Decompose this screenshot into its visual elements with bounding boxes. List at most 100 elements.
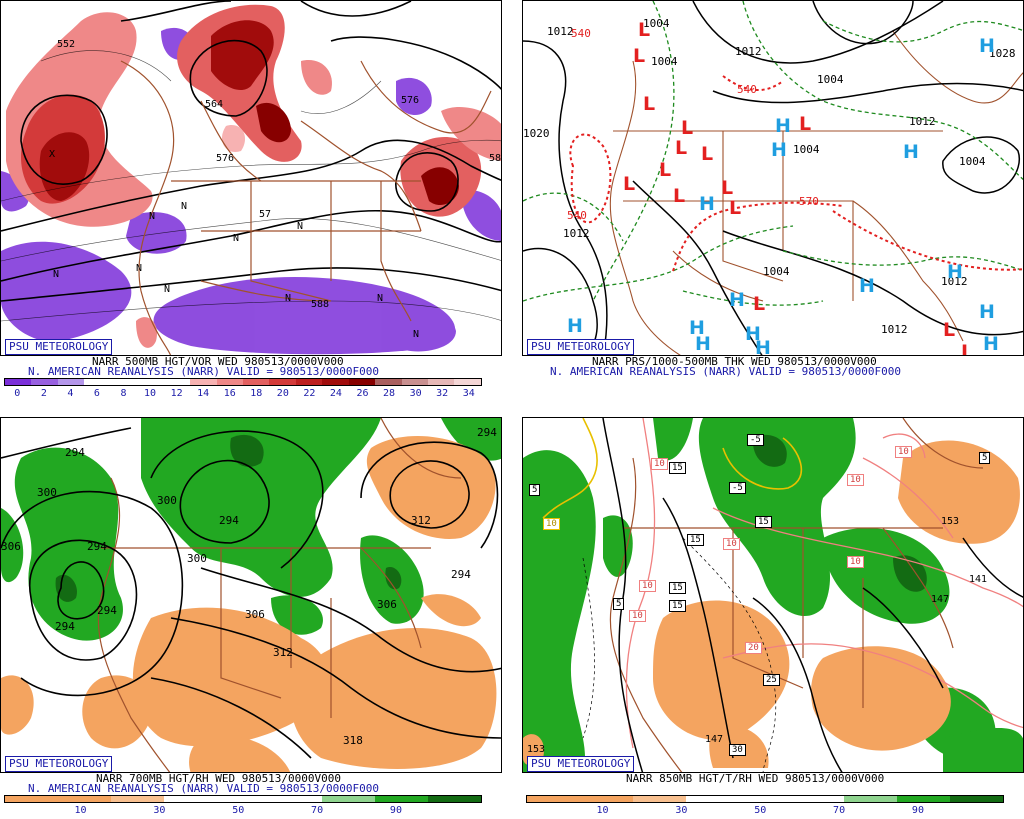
colorbar-tick-label: 10 bbox=[74, 805, 87, 816]
temp-box: 25 bbox=[763, 674, 780, 686]
colorbar-tick-label: 70 bbox=[311, 805, 324, 816]
contour-label: 312 bbox=[273, 646, 293, 659]
thickness-label: 540 bbox=[567, 209, 587, 222]
high-pressure-center: H bbox=[567, 315, 583, 337]
colorbar-tick-label: 16 bbox=[223, 388, 236, 399]
high-pressure-center: H bbox=[745, 323, 761, 345]
high-pressure-center: H bbox=[947, 261, 963, 283]
colorbar-swatch bbox=[137, 379, 164, 385]
contour-label: 576 bbox=[401, 95, 420, 106]
colorbar-tick-label: 50 bbox=[754, 805, 767, 816]
panel-850mb-temp-rh: 5 -5 -5 5 10 15 15 15 10 5 15 15 10 10 2… bbox=[522, 417, 1024, 819]
colorbar-swatch bbox=[190, 379, 217, 385]
colorbar-swatch bbox=[5, 379, 32, 385]
high-pressure-center: H bbox=[859, 275, 875, 297]
colorbar-swatch bbox=[110, 379, 138, 385]
vort-min-marker: N bbox=[377, 293, 384, 304]
isobar-label: 1020 bbox=[523, 127, 550, 140]
map-subtitle: N. AMERICAN REANALYSIS (NARR) VALID = 98… bbox=[550, 365, 901, 378]
vort-min-marker: N bbox=[233, 233, 240, 244]
colorbar-swatch bbox=[57, 379, 85, 385]
colorbar-swatch bbox=[579, 796, 633, 802]
vort-min-marker: N bbox=[297, 221, 304, 232]
low-pressure-center: L bbox=[623, 173, 636, 195]
colorbar-swatch bbox=[5, 796, 58, 802]
high-pressure-center: H bbox=[729, 289, 745, 311]
psu-meteorology-badge: PSU METEOROLOGY bbox=[527, 339, 635, 355]
temp-box: 10 bbox=[895, 446, 912, 458]
low-pressure-center: L bbox=[675, 137, 688, 159]
vort-min-marker: N bbox=[53, 269, 60, 280]
vort-min-marker: N bbox=[181, 201, 188, 212]
colorbar-swatch bbox=[216, 379, 243, 385]
high-pressure-center: H bbox=[903, 141, 919, 163]
height-label: 153 bbox=[941, 516, 960, 527]
colorbar-swatch bbox=[454, 379, 481, 385]
map-subtitle: N. AMERICAN REANALYSIS (NARR) VALID = 98… bbox=[28, 782, 379, 795]
vorticity-colorbar bbox=[4, 378, 482, 386]
contour-label: 564 bbox=[205, 99, 224, 110]
contour-label: 294 bbox=[477, 426, 497, 439]
thickness-label: 540 bbox=[737, 83, 757, 96]
high-pressure-center: H bbox=[775, 115, 791, 137]
colorbar-swatch bbox=[348, 379, 376, 385]
colorbar-swatch bbox=[428, 379, 455, 385]
colorbar-tick-label: 28 bbox=[383, 388, 396, 399]
low-pressure-center: L bbox=[753, 293, 766, 315]
temp-box: 10 bbox=[847, 556, 864, 568]
colorbar-tick-label: 30 bbox=[409, 388, 422, 399]
high-pressure-center: H bbox=[689, 317, 705, 339]
colorbar-tick-label: 30 bbox=[675, 805, 688, 816]
colorbar-tick-label: 24 bbox=[329, 388, 342, 399]
colorbar-swatch bbox=[31, 379, 58, 385]
colorbar-tick-label: 4 bbox=[67, 388, 74, 399]
panel-500mb-vorticity: 552 564 576 576 588 57 58 N N N N N N N … bbox=[0, 0, 502, 402]
colorbar-swatch bbox=[791, 796, 845, 802]
contour-label: 552 bbox=[57, 39, 76, 50]
isobar-label: 1004 bbox=[651, 55, 678, 68]
low-pressure-center: L bbox=[659, 159, 672, 181]
vorticity-field bbox=[1, 1, 501, 355]
high-pressure-center: H bbox=[695, 333, 711, 355]
colorbar-tick-label: 34 bbox=[462, 388, 475, 399]
map-title: NARR PRS/1000-500MB THK WED 980513/0000V… bbox=[592, 355, 877, 368]
height-label: 147 bbox=[931, 594, 950, 605]
map-500mb-vorticity: 552 564 576 576 588 57 58 N N N N N N N … bbox=[0, 0, 502, 356]
colorbar-swatch bbox=[216, 796, 270, 802]
colorbar-swatch bbox=[242, 379, 270, 385]
colorbar-swatch bbox=[322, 379, 349, 385]
isobar-label: 1028 bbox=[989, 47, 1016, 60]
colorbar-tick-label: 90 bbox=[389, 805, 402, 816]
high-pressure-center: H bbox=[699, 193, 715, 215]
isobar-label: 1004 bbox=[763, 265, 790, 278]
thickness-label: 570 bbox=[799, 195, 819, 208]
map-700mb-rh: 294 300 300 294 306 306 312 312 300 306 … bbox=[0, 417, 502, 773]
contour-label: 306 bbox=[1, 540, 21, 553]
colorbar-swatch bbox=[428, 796, 482, 802]
colorbar-tick-label: 6 bbox=[93, 388, 100, 399]
contour-label: 300 bbox=[187, 552, 207, 565]
panel-700mb-rh: 294 300 300 294 306 306 312 312 300 306 … bbox=[0, 417, 502, 819]
high-pressure-center: H bbox=[755, 337, 771, 356]
low-pressure-center: L bbox=[638, 19, 651, 41]
temp-box: 15 bbox=[687, 534, 704, 546]
vort-min-marker: N bbox=[136, 263, 143, 274]
psu-meteorology-badge: PSU METEOROLOGY bbox=[527, 756, 635, 772]
map-subtitle: N. AMERICAN REANALYSIS (NARR) VALID = 98… bbox=[28, 365, 379, 378]
colorbar-tick-label: 50 bbox=[232, 805, 245, 816]
low-pressure-center: L bbox=[681, 117, 694, 139]
map-title: NARR 700MB HGT/RH WED 980513/0000V000 bbox=[96, 772, 342, 785]
isobar-label: 1004 bbox=[793, 143, 820, 156]
height-label: 153 bbox=[527, 744, 546, 755]
map-title: NARR 850MB HGT/T/RH WED 980513/0000V000 bbox=[626, 772, 885, 785]
low-pressure-center: L bbox=[701, 143, 714, 165]
contour-label: 57 bbox=[259, 209, 272, 220]
contour-label: 294 bbox=[65, 446, 85, 459]
low-pressure-center: L bbox=[799, 113, 812, 135]
temp-box: 30 bbox=[729, 744, 746, 756]
contour-label: 294 bbox=[451, 568, 471, 581]
temp-box: 15 bbox=[669, 462, 686, 474]
colorbar-swatch bbox=[57, 796, 111, 802]
low-pressure-center: L bbox=[673, 185, 686, 207]
contour-label: 306 bbox=[377, 598, 397, 611]
